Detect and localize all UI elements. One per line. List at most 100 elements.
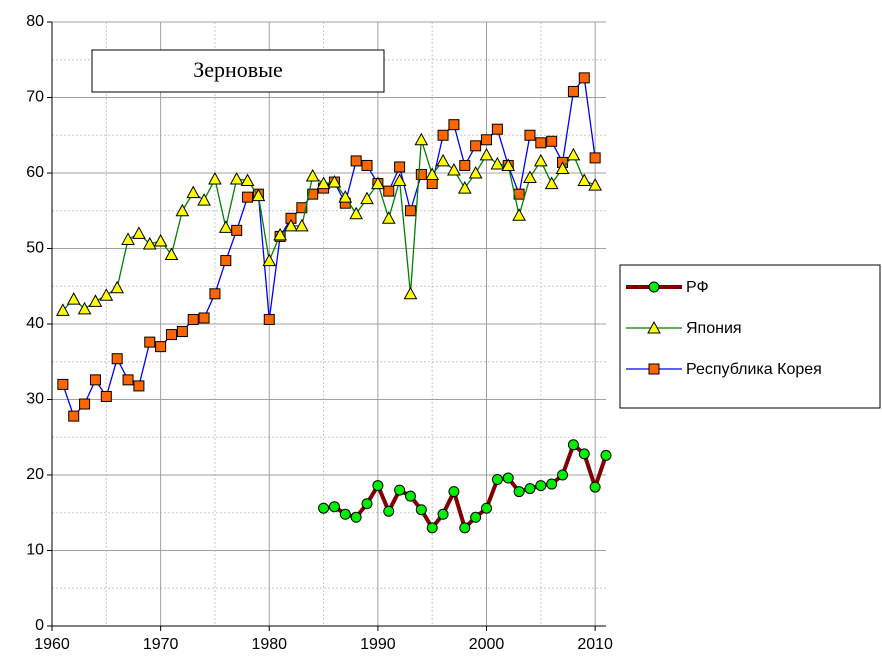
marker bbox=[448, 486, 460, 498]
marker bbox=[68, 410, 80, 422]
marker bbox=[577, 173, 592, 187]
marker bbox=[523, 170, 537, 184]
title-box bbox=[91, 49, 385, 93]
marker bbox=[273, 227, 287, 241]
series-line bbox=[62, 77, 596, 417]
marker bbox=[557, 469, 569, 481]
marker bbox=[524, 483, 536, 495]
marker bbox=[567, 439, 579, 451]
marker bbox=[589, 152, 601, 164]
legend-label: Республика Корея bbox=[686, 361, 822, 378]
marker bbox=[546, 135, 558, 147]
marker bbox=[544, 176, 559, 190]
x-tick-label: 1960 bbox=[34, 636, 70, 653]
marker bbox=[142, 236, 157, 250]
marker bbox=[316, 176, 331, 190]
marker bbox=[588, 178, 602, 191]
marker bbox=[513, 486, 525, 498]
marker bbox=[155, 341, 167, 353]
marker bbox=[121, 232, 135, 245]
legend-label: Япония bbox=[686, 320, 742, 337]
marker bbox=[132, 226, 146, 239]
marker bbox=[491, 474, 503, 486]
series-line bbox=[323, 442, 608, 530]
marker bbox=[468, 165, 483, 179]
marker bbox=[555, 161, 570, 174]
marker bbox=[426, 522, 438, 534]
marker bbox=[566, 147, 581, 161]
y-tick-label: 70 bbox=[26, 89, 44, 106]
x-tick-label: 1990 bbox=[360, 636, 396, 653]
marker bbox=[394, 161, 406, 173]
marker bbox=[447, 162, 461, 176]
marker bbox=[263, 313, 275, 325]
marker bbox=[153, 233, 168, 247]
y-tick-label: 60 bbox=[26, 164, 44, 181]
x-tick-label: 2010 bbox=[577, 636, 613, 653]
marker bbox=[208, 171, 222, 185]
marker bbox=[349, 206, 363, 220]
marker bbox=[457, 181, 472, 194]
marker bbox=[490, 156, 505, 170]
marker bbox=[175, 203, 190, 217]
marker bbox=[361, 159, 373, 171]
marker bbox=[100, 390, 112, 402]
marker bbox=[338, 190, 353, 203]
marker bbox=[218, 220, 233, 233]
legend-marker bbox=[648, 363, 660, 375]
x-tick-label: 1970 bbox=[143, 636, 179, 653]
marker bbox=[578, 72, 590, 84]
marker bbox=[491, 123, 503, 135]
marker bbox=[383, 185, 395, 197]
marker bbox=[284, 218, 298, 232]
marker bbox=[535, 480, 547, 492]
marker bbox=[381, 211, 396, 224]
marker bbox=[512, 208, 526, 221]
marker bbox=[392, 173, 407, 187]
marker bbox=[425, 167, 440, 181]
marker bbox=[404, 205, 416, 217]
marker bbox=[459, 522, 471, 534]
marker bbox=[415, 504, 427, 516]
marker bbox=[122, 374, 134, 386]
x-tick-label: 2000 bbox=[469, 636, 505, 653]
marker bbox=[404, 490, 416, 502]
marker bbox=[231, 224, 243, 236]
marker bbox=[415, 169, 427, 181]
marker bbox=[328, 501, 340, 513]
marker bbox=[414, 132, 429, 146]
marker bbox=[481, 134, 493, 146]
marker bbox=[436, 153, 450, 167]
marker bbox=[437, 508, 449, 520]
marker bbox=[251, 188, 266, 202]
marker bbox=[187, 313, 199, 325]
marker bbox=[426, 178, 438, 190]
marker bbox=[198, 312, 210, 324]
marker bbox=[229, 171, 244, 185]
x-tick-label: 1980 bbox=[251, 636, 287, 653]
y-tick-label: 80 bbox=[26, 13, 44, 30]
marker bbox=[371, 176, 385, 190]
marker bbox=[501, 158, 516, 171]
marker bbox=[535, 137, 547, 149]
marker bbox=[600, 449, 612, 461]
marker bbox=[220, 255, 232, 267]
marker bbox=[88, 294, 103, 307]
marker bbox=[186, 185, 201, 199]
marker bbox=[89, 374, 101, 386]
series-line bbox=[62, 139, 596, 311]
marker bbox=[479, 147, 494, 161]
marker bbox=[437, 129, 449, 141]
marker bbox=[99, 288, 114, 301]
marker bbox=[361, 498, 373, 510]
marker bbox=[79, 398, 91, 410]
marker bbox=[295, 218, 309, 232]
marker bbox=[403, 286, 418, 300]
marker bbox=[165, 329, 177, 341]
marker bbox=[305, 168, 320, 182]
marker bbox=[394, 484, 406, 496]
marker bbox=[307, 188, 319, 200]
y-tick-label: 20 bbox=[26, 466, 44, 483]
marker bbox=[578, 448, 590, 460]
marker bbox=[481, 502, 493, 514]
